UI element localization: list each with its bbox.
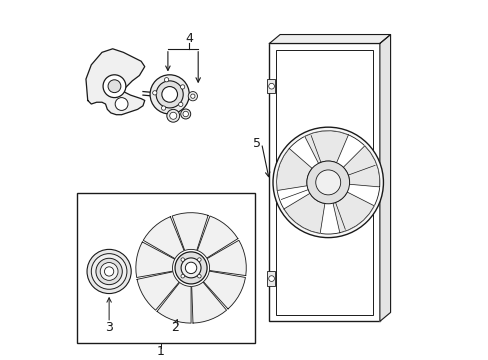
- Circle shape: [181, 109, 190, 119]
- Circle shape: [180, 85, 184, 89]
- Circle shape: [272, 127, 383, 238]
- Polygon shape: [157, 283, 191, 323]
- Polygon shape: [207, 240, 246, 276]
- Circle shape: [268, 276, 274, 282]
- Polygon shape: [332, 192, 373, 233]
- Circle shape: [156, 81, 183, 108]
- Bar: [77, 193, 255, 343]
- Polygon shape: [86, 49, 144, 115]
- Polygon shape: [379, 35, 390, 321]
- Polygon shape: [343, 146, 379, 187]
- Circle shape: [276, 131, 379, 234]
- Text: 3: 3: [105, 321, 113, 334]
- Circle shape: [87, 249, 131, 293]
- Polygon shape: [203, 271, 245, 309]
- Circle shape: [306, 161, 349, 204]
- Polygon shape: [284, 193, 324, 233]
- Circle shape: [183, 111, 188, 117]
- Polygon shape: [276, 149, 311, 190]
- Polygon shape: [197, 216, 237, 258]
- Polygon shape: [304, 131, 347, 163]
- Circle shape: [100, 262, 118, 280]
- Circle shape: [181, 274, 184, 278]
- Text: 4: 4: [185, 32, 193, 45]
- Circle shape: [152, 91, 157, 95]
- Circle shape: [197, 258, 201, 261]
- Bar: [275, 50, 373, 315]
- Polygon shape: [143, 217, 184, 258]
- Polygon shape: [137, 272, 179, 310]
- Circle shape: [96, 258, 122, 285]
- Circle shape: [188, 91, 197, 101]
- Circle shape: [190, 94, 195, 98]
- Text: 5: 5: [252, 137, 261, 150]
- Circle shape: [197, 274, 201, 278]
- Circle shape: [161, 106, 165, 110]
- Bar: [266, 271, 275, 286]
- Bar: [269, 44, 379, 321]
- Circle shape: [169, 112, 176, 119]
- Circle shape: [103, 75, 125, 98]
- Circle shape: [181, 258, 201, 278]
- Circle shape: [108, 80, 121, 93]
- Circle shape: [115, 98, 128, 111]
- Circle shape: [185, 262, 196, 274]
- Circle shape: [164, 78, 168, 82]
- Circle shape: [166, 109, 179, 122]
- Circle shape: [175, 252, 207, 284]
- Circle shape: [178, 102, 183, 107]
- Bar: [266, 79, 275, 93]
- Polygon shape: [172, 213, 208, 251]
- Circle shape: [91, 254, 127, 289]
- Circle shape: [268, 84, 274, 89]
- Polygon shape: [191, 282, 226, 323]
- Circle shape: [315, 170, 340, 195]
- Circle shape: [104, 267, 114, 276]
- Circle shape: [181, 258, 184, 261]
- Text: 1: 1: [157, 345, 164, 358]
- Polygon shape: [136, 242, 174, 278]
- Circle shape: [150, 75, 189, 114]
- Text: 2: 2: [171, 321, 179, 334]
- Circle shape: [162, 86, 177, 102]
- Polygon shape: [269, 35, 390, 44]
